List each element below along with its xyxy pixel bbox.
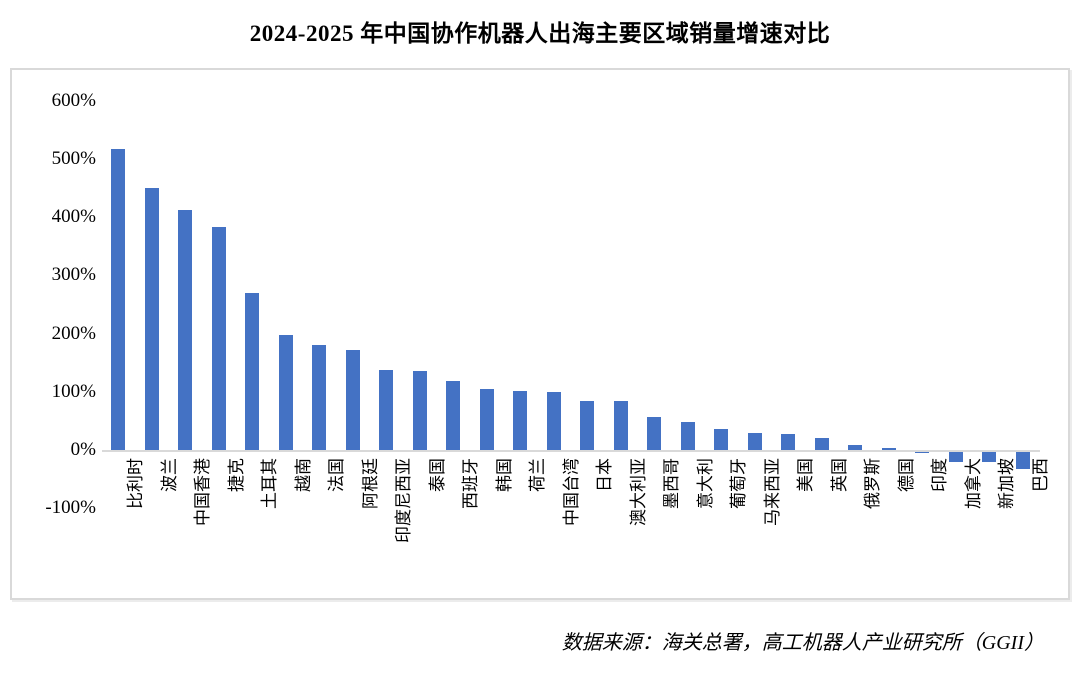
y-axis-tick-label: 0%: [70, 439, 96, 460]
bar: [680, 422, 695, 450]
x-axis-category-label: 英国: [829, 458, 849, 492]
y-axis-tick-label: -100%: [45, 497, 96, 519]
y-axis-tick-label: 600%: [51, 89, 96, 111]
x-axis-category-label: 波兰: [159, 458, 179, 492]
x-axis-category-label: 阿根廷: [360, 458, 380, 509]
bar: [278, 334, 293, 450]
x-axis-category-label: 加拿大: [963, 458, 983, 509]
x-axis-category-label: 韩国: [494, 458, 514, 492]
source-note: 数据来源：海关总署，高工机器人产业研究所（GGII）: [561, 632, 1044, 654]
x-axis-category-label: 德国: [896, 458, 916, 492]
bar: [513, 390, 527, 450]
bar: [312, 345, 326, 450]
bar: [345, 349, 360, 450]
x-axis-category-label: 中国香港: [193, 458, 212, 526]
x-axis-category-label: 捷克: [226, 458, 246, 492]
x-axis-category-label: 葡萄牙: [729, 458, 748, 509]
x-axis-category-label: 意大利: [695, 458, 715, 509]
x-axis-category-label: 墨西哥: [662, 458, 681, 509]
x-axis-category-label: 印度尼西亚: [394, 458, 413, 543]
bar: [881, 447, 896, 450]
x-axis-category-label: 俄罗斯: [863, 458, 882, 509]
bar: [446, 381, 460, 450]
x-axis-line: [102, 450, 1040, 452]
y-axis-tick-label: 300%: [51, 264, 96, 286]
chart-frame: 600% 500% 400% 300% 200% 100% 0% -100% 比利时 波兰 中国香港…: [10, 68, 1070, 600]
bar: [948, 452, 963, 463]
x-axis-category-label: 美国: [796, 458, 815, 492]
bar: [546, 391, 561, 450]
bar: [747, 432, 762, 450]
bar: [479, 389, 494, 450]
bar: [111, 148, 125, 450]
x-axis-category-label: 日本: [595, 458, 614, 492]
x-axis-category-label: 新加坡: [997, 458, 1016, 509]
x-axis-category-label: 法国: [327, 458, 346, 492]
bar: [714, 429, 728, 450]
bar: [848, 445, 862, 450]
y-axis-tick-label: 100%: [51, 380, 96, 402]
x-axis-category-label: 巴西: [1030, 458, 1050, 492]
x-axis-category-label: 马来西亚: [762, 458, 782, 526]
x-axis-category-label: 泰国: [427, 458, 447, 492]
bar: [211, 226, 226, 450]
y-axis-tick-label: 400%: [51, 206, 96, 228]
x-axis-category-label: 荷兰: [528, 458, 547, 492]
bar: [245, 292, 259, 450]
bar: [580, 400, 594, 450]
x-axis-category-label: 印度: [930, 458, 949, 492]
x-axis-category-label: 澳大利亚: [628, 458, 648, 526]
bar: [982, 452, 996, 463]
bar: [144, 188, 159, 450]
y-axis-tick-label: 200%: [51, 322, 96, 344]
x-axis-category-label: 西班牙: [461, 458, 480, 509]
y-axis-tick-label: 500%: [51, 148, 96, 169]
bar: [647, 417, 661, 450]
bar: [1015, 452, 1030, 470]
plot-area: 600% 500% 400% 300% 200% 100% 0% -100% 比利时 波兰 中国香港…: [12, 70, 1068, 598]
bar: [814, 438, 829, 450]
bar: [412, 370, 427, 450]
x-axis-category-label: 越南: [293, 458, 313, 492]
bar: [613, 401, 628, 450]
chart-title: 2024-2025 年中国协作机器人出海主要区域销量增速对比: [249, 21, 831, 46]
bar: [178, 210, 192, 450]
x-axis-category-label: 土耳其: [260, 458, 279, 509]
bar: [781, 433, 795, 450]
bar: [915, 452, 929, 454]
x-axis-category-label: 中国台湾: [561, 458, 581, 526]
x-axis-category-label: 比利时: [126, 458, 145, 509]
bar: [379, 369, 393, 450]
